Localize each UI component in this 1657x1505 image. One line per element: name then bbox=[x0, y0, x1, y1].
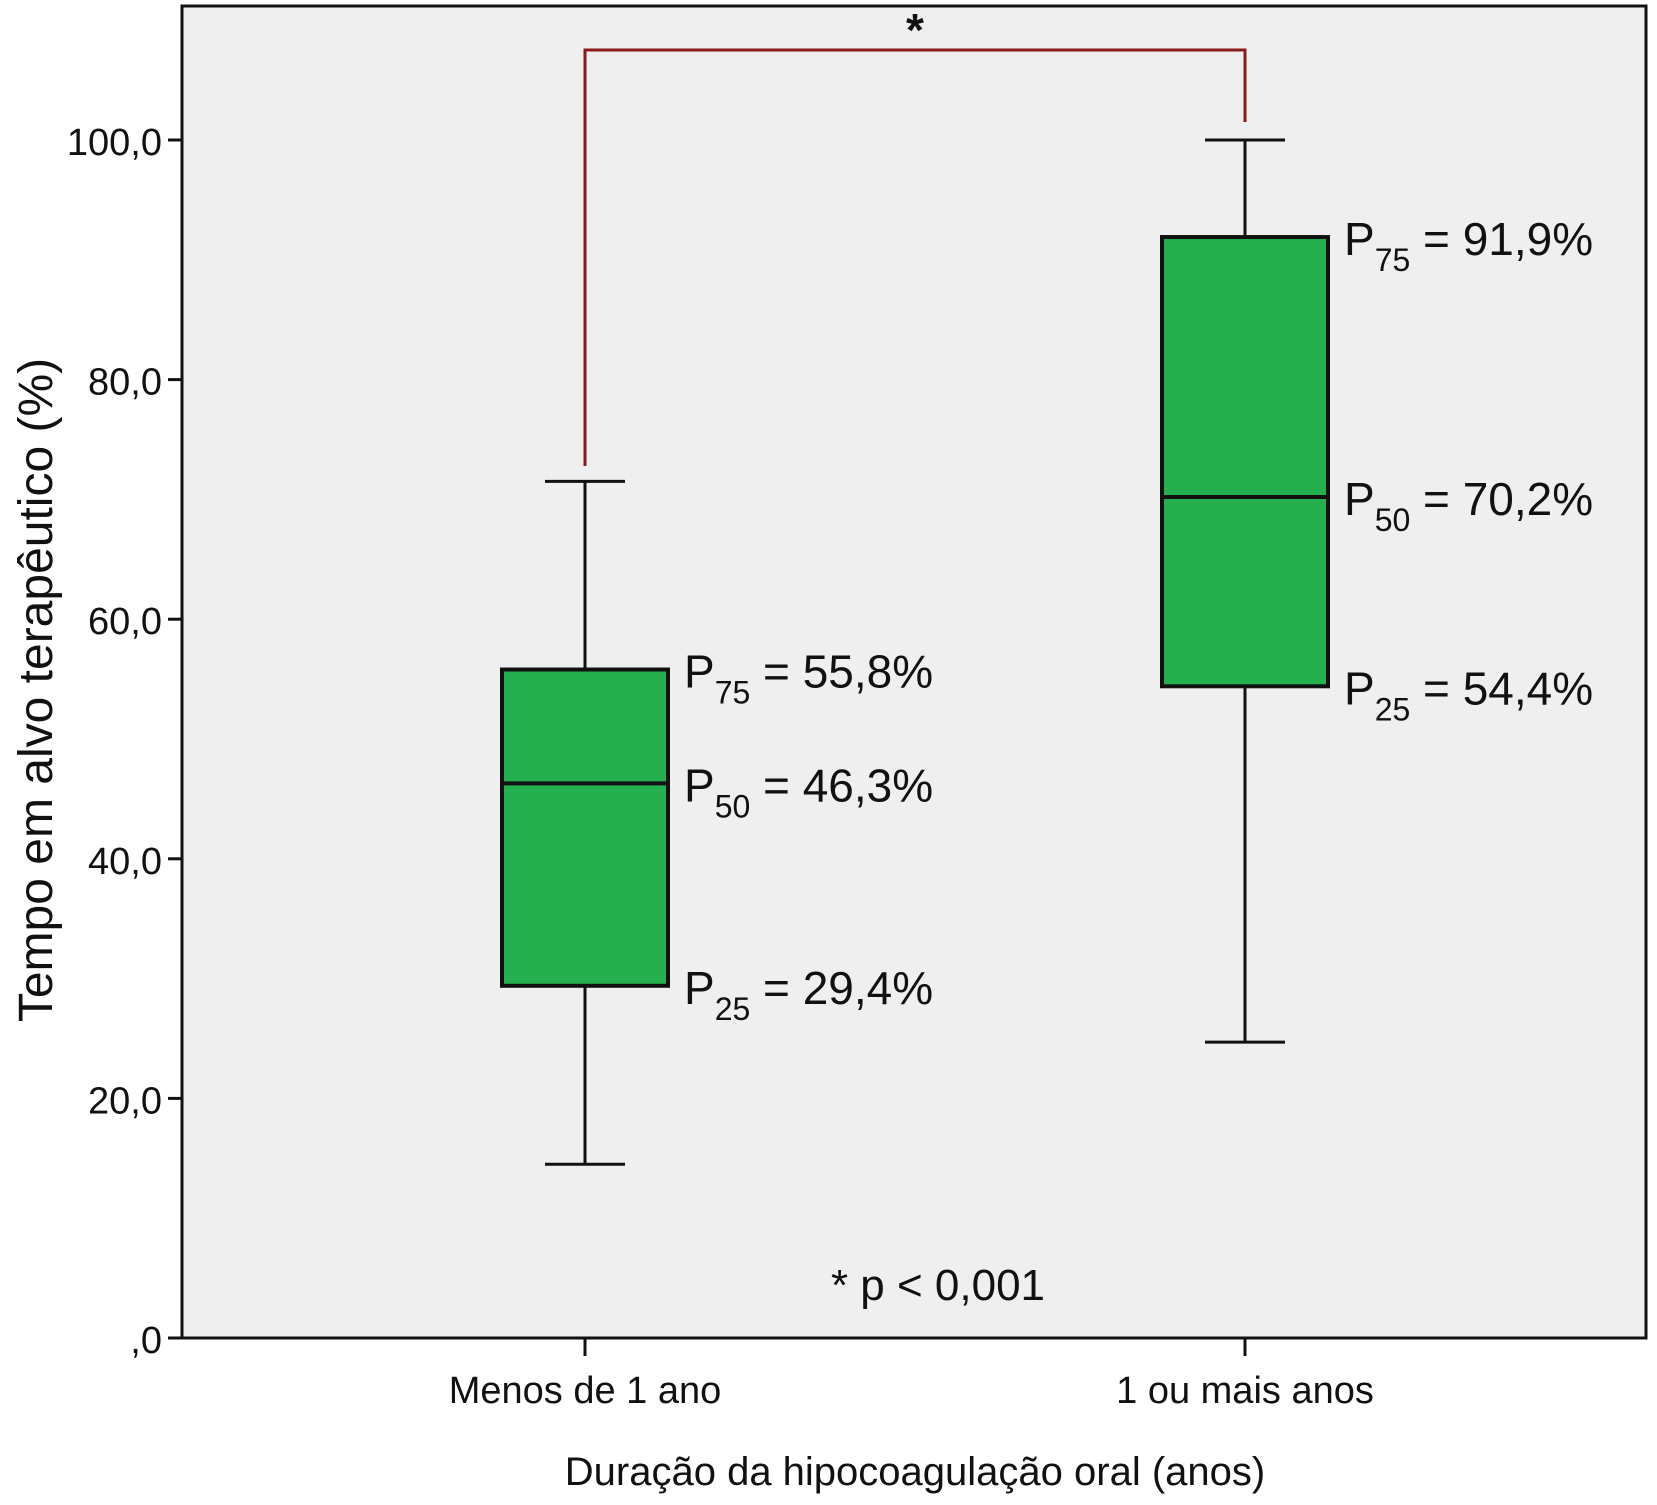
percentile-value: = 46,3% bbox=[750, 759, 933, 811]
y-axis: ,0 20,0 40,0 60,0 80,0 100,0 bbox=[67, 122, 182, 1362]
y-tick-label: ,0 bbox=[130, 1320, 162, 1362]
x-axis: Menos de 1 ano 1 ou mais anos bbox=[449, 1338, 1374, 1412]
percentile-symbol: P bbox=[1344, 662, 1375, 714]
significance-bracket: * bbox=[583, 4, 1247, 466]
plot-area bbox=[180, 4, 1648, 1340]
y-tick-label: 40,0 bbox=[88, 841, 162, 883]
percentile-label: P25 = 29,4% bbox=[684, 962, 933, 1027]
percentile-subscript: 50 bbox=[715, 788, 751, 824]
percentile-symbol: P bbox=[684, 962, 715, 1014]
y-axis-title: Tempo em alvo terapêutico (%) bbox=[10, 358, 63, 1022]
significance-note: * p < 0,001 bbox=[831, 1261, 1045, 1310]
percentile-value: = 29,4% bbox=[750, 962, 933, 1014]
bracket-star: * bbox=[906, 4, 924, 56]
x-axis-title: Duração da hipocoagulação oral (anos) bbox=[565, 1450, 1265, 1494]
x-tick-label: Menos de 1 ano bbox=[449, 1370, 722, 1412]
percentile-symbol: P bbox=[684, 646, 715, 698]
percentile-label: P75 = 91,9% bbox=[1344, 213, 1593, 278]
percentile-value: = 55,8% bbox=[750, 646, 933, 698]
box-group: P75 = 55,8%P50 = 46,3%P25 = 29,4% bbox=[500, 479, 933, 1166]
iqr-box bbox=[500, 667, 670, 988]
y-tick-label: 100,0 bbox=[67, 122, 162, 164]
percentile-subscript: 75 bbox=[715, 675, 751, 711]
percentile-symbol: P bbox=[1344, 473, 1375, 525]
y-tick-label: 80,0 bbox=[88, 362, 162, 404]
percentile-label: P25 = 54,4% bbox=[1344, 662, 1593, 727]
boxes: P75 = 55,8%P50 = 46,3%P25 = 29,4%P75 = 9… bbox=[500, 138, 1593, 1166]
box-group: P75 = 91,9%P50 = 70,2%P25 = 54,4% bbox=[1160, 138, 1593, 1044]
y-tick-label: 20,0 bbox=[88, 1080, 162, 1122]
y-tick-label: 60,0 bbox=[88, 601, 162, 643]
percentile-subscript: 50 bbox=[1375, 502, 1411, 538]
bracket-line bbox=[583, 48, 1247, 466]
percentile-symbol: P bbox=[1344, 213, 1375, 265]
percentile-value: = 70,2% bbox=[1410, 473, 1593, 525]
iqr-box bbox=[1160, 235, 1330, 689]
percentile-symbol: P bbox=[684, 759, 715, 811]
percentile-subscript: 25 bbox=[1375, 691, 1411, 727]
percentile-subscript: 25 bbox=[715, 991, 751, 1027]
percentile-label: P50 = 70,2% bbox=[1344, 473, 1593, 538]
percentile-value: = 91,9% bbox=[1410, 213, 1593, 265]
percentile-subscript: 75 bbox=[1375, 242, 1411, 278]
percentile-label: P50 = 46,3% bbox=[684, 759, 933, 824]
x-tick-label: 1 ou mais anos bbox=[1116, 1370, 1374, 1412]
percentile-value: = 54,4% bbox=[1410, 662, 1593, 714]
percentile-label: P75 = 55,8% bbox=[684, 646, 933, 711]
